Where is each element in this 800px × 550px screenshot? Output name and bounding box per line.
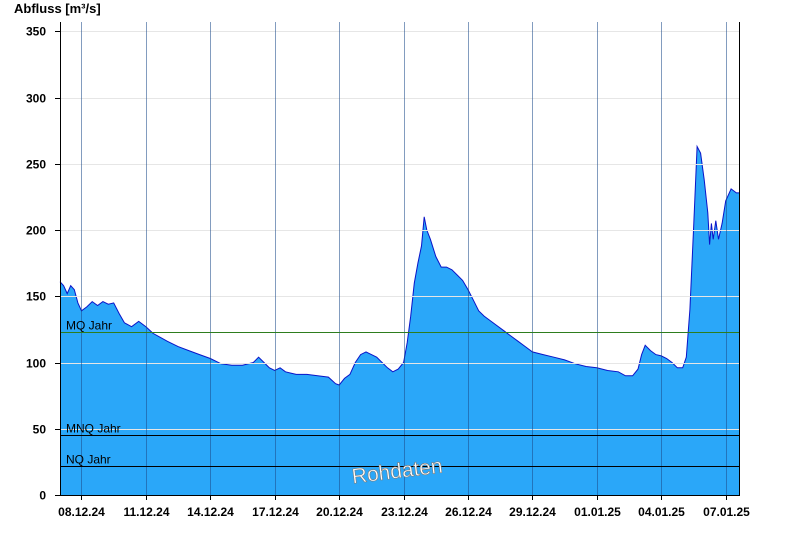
reference-lines: MQ Jahr MNQ Jahr NQ Jahr <box>60 319 740 467</box>
y-tick-label: 0 <box>39 489 46 503</box>
x-tick-label: 01.01.25 <box>574 505 621 519</box>
x-tick-label: 08.12.24 <box>58 505 105 519</box>
y-tick-label: 200 <box>26 224 46 238</box>
x-tick-label: 17.12.24 <box>252 505 299 519</box>
y-tick-label: 100 <box>26 357 46 371</box>
reference-line-label: MQ Jahr <box>66 319 112 333</box>
discharge-line <box>59 144 740 386</box>
y-tick-label: 350 <box>26 25 46 39</box>
y-axis-title: Abfluss [m³/s] <box>14 1 101 16</box>
x-tick-label: 14.12.24 <box>187 505 234 519</box>
discharge-area <box>60 146 740 495</box>
reference-line-label: NQ Jahr <box>66 453 111 467</box>
x-tick-label: 07.01.25 <box>703 505 750 519</box>
x-tick-label: 29.12.24 <box>509 505 556 519</box>
x-tick-label: 20.12.24 <box>316 505 363 519</box>
y-tick-label: 300 <box>26 92 46 106</box>
x-tick-label: 04.01.25 <box>638 505 685 519</box>
series-layer <box>59 144 740 495</box>
x-tick-label: 26.12.24 <box>445 505 492 519</box>
y-tick-label: 250 <box>26 158 46 172</box>
x-tick-label: 11.12.24 <box>123 505 169 519</box>
x-tick-label: 23.12.24 <box>381 505 428 519</box>
y-tick-label: 50 <box>33 423 47 437</box>
reference-line-label: MNQ Jahr <box>66 422 121 436</box>
grid-layer <box>60 22 740 495</box>
y-tick-label: 150 <box>26 290 46 304</box>
axes: 0 50 100 150 200 250 300 350 08.12.24 11.12.24 14.… <box>26 22 750 519</box>
